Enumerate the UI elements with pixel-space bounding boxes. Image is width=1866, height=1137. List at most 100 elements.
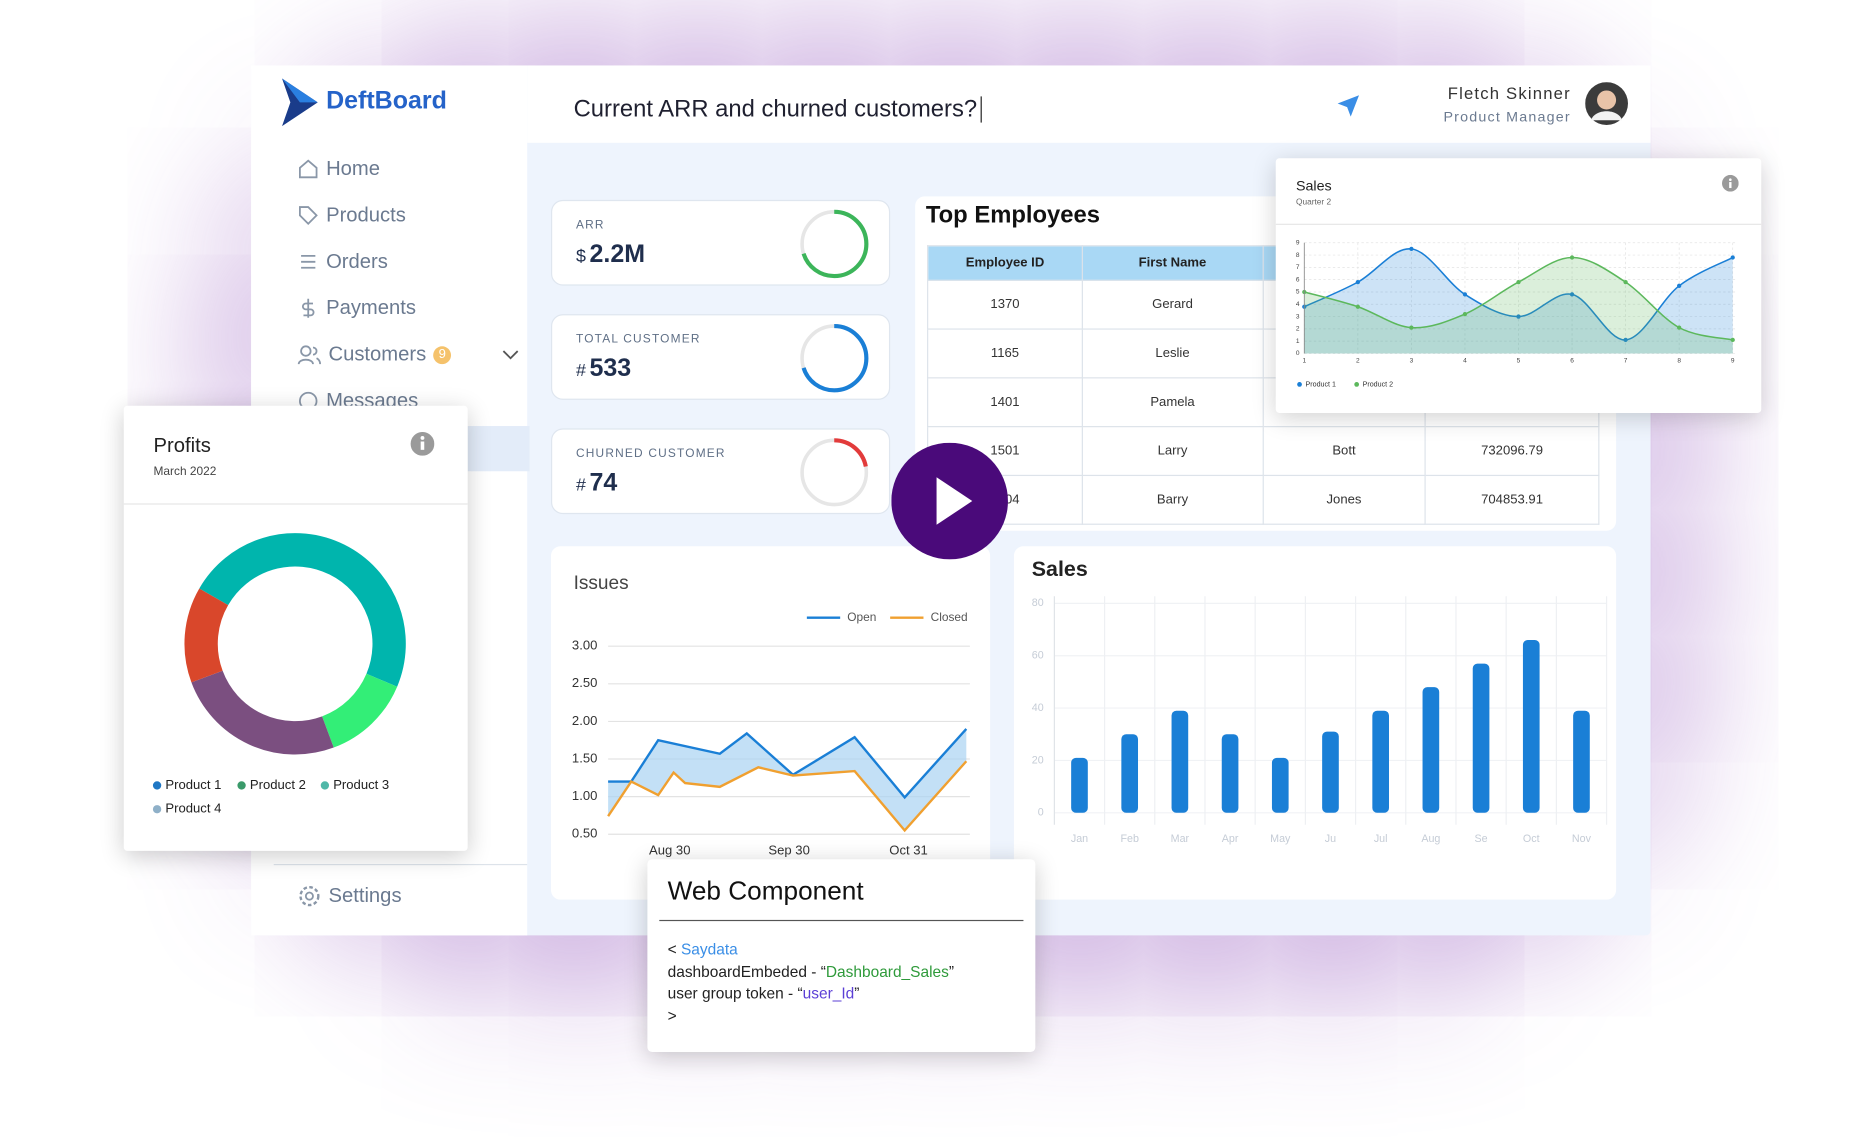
y-tick-label: 0.50 [572, 826, 597, 841]
point [1355, 279, 1360, 285]
bar [1522, 640, 1540, 813]
table-cell: 1370 [927, 279, 1083, 330]
legend-dot [152, 805, 162, 814]
chart-subtitle: Quarter 2 [1295, 198, 1332, 208]
brand: DeftBoard [326, 86, 447, 115]
kpi-value: #74 [576, 469, 617, 498]
query[interactable]: Current ARR and churned customers?​ [574, 96, 982, 123]
legend-dot [237, 781, 246, 790]
legend-label: Product 2 [250, 777, 306, 792]
table-cell: 1165 [927, 328, 1083, 379]
point [1623, 279, 1628, 285]
nav-label: Products [326, 203, 406, 227]
kpi-value: $2.2M [576, 240, 645, 269]
query-text: Current ARR and churned customers? [573, 96, 978, 123]
play-button[interactable] [891, 442, 1008, 560]
nav-item[interactable]: Customers 9 [297, 340, 452, 369]
profits-card: Profits March 2022 [123, 405, 468, 851]
code-line: > [668, 1005, 954, 1027]
bar [1372, 710, 1390, 813]
nav-item[interactable]: Orders [298, 248, 388, 277]
code: ” [948, 962, 955, 981]
table-row: 1501 Larry Bott 732096.79 [927, 426, 1600, 477]
point [1516, 279, 1521, 285]
y-tick-label: 3 [1296, 313, 1300, 320]
legend-label: Product 4 [165, 801, 221, 816]
x-tick-label: Apr [1222, 833, 1239, 845]
x-tick-label: Se [1475, 833, 1488, 845]
donut-segment [199, 533, 406, 687]
logo-icon [282, 78, 318, 127]
x-tick-label: Ju [1325, 833, 1336, 845]
y-tick-label: 4 [1296, 301, 1300, 308]
x-tick-label: Mar [1171, 833, 1190, 845]
kpi-card: ARR $2.2M [550, 199, 891, 286]
donut-segment [191, 670, 334, 755]
x-tick-label: 9 [1731, 357, 1735, 364]
x-tick-label: 4 [1463, 357, 1467, 364]
info-icon[interactable] [1722, 174, 1739, 192]
kpi-prefix: # [575, 474, 586, 496]
line [1303, 248, 1734, 341]
table-cell: Leslie [1081, 328, 1264, 379]
code: user group token - “ [667, 984, 803, 1003]
issues-card: Issues [550, 546, 991, 900]
x-tick-label: Jan [1071, 833, 1088, 845]
point [1569, 292, 1575, 297]
bar [1221, 734, 1239, 813]
nav-item[interactable]: Products [298, 201, 406, 230]
avatar[interactable] [1585, 82, 1628, 125]
divider [123, 503, 468, 505]
x-tick-label: May [1270, 833, 1291, 845]
nav-item[interactable]: Home [298, 155, 380, 184]
y-tick-label: 0 [1296, 350, 1300, 357]
nav-item[interactable]: Settings [298, 882, 402, 911]
x-tick-label: Sep 30 [768, 842, 809, 857]
chart-title: Issues [573, 573, 629, 594]
kpi-card: TOTAL CUSTOMER #533 [550, 314, 891, 400]
point [1677, 283, 1682, 288]
y-tick-label: 9 [1296, 240, 1300, 247]
y-tick-label: 1.50 [572, 750, 597, 765]
header-cell: Employee ID [927, 245, 1083, 281]
code: Saydata [680, 940, 738, 958]
nav-item[interactable]: Payments [298, 294, 416, 323]
donut-segment [321, 673, 398, 748]
x-tick-label: Oct 31 [889, 842, 928, 857]
y-tick-label: 5 [1296, 289, 1300, 296]
x-tick-label: 3 [1410, 357, 1414, 364]
point [1569, 255, 1575, 260]
user-role: Product Manager [1443, 108, 1571, 125]
kpi-prefix: # [575, 360, 586, 381]
y-tick-label: 40 [1032, 702, 1044, 714]
code: Dashboard_Sales [825, 962, 949, 981]
user-name: Fletch Skinner [1447, 83, 1571, 103]
code: > [667, 1006, 677, 1025]
point [1409, 246, 1414, 252]
x-tick-label: 7 [1624, 357, 1628, 364]
chart-subtitle: March 2022 [153, 465, 217, 479]
kpi-label: CHURNED CUSTOMER [575, 447, 726, 461]
topbar [527, 65, 1651, 143]
send-icon[interactable] [1335, 93, 1361, 119]
chevron[interactable] [502, 349, 519, 361]
y-tick-label: 7 [1296, 264, 1300, 271]
legend-dot [152, 781, 162, 790]
info-icon[interactable] [410, 431, 435, 456]
table-cell: Pamela [1081, 377, 1264, 428]
sales-chart: 0 20 40 60 80 Jan Feb Mar Apr May Ju Jul Aug Se Oct Nov [1032, 596, 1608, 845]
kpi-number: 533 [589, 354, 632, 383]
divider [659, 919, 1024, 922]
legend-label: Product 2 [1363, 380, 1394, 388]
legend-label: Product 3 [333, 777, 389, 792]
wc-title: Web Component [667, 875, 864, 906]
kpi-label: TOTAL CUSTOMER [575, 333, 701, 347]
legend-dot [320, 781, 330, 790]
code-line: < Saydata [668, 939, 954, 961]
point [1355, 304, 1360, 309]
x-tick-label: Aug 30 [649, 842, 690, 857]
x-tick-label: Feb [1120, 833, 1138, 845]
sales-card: Sales [1013, 546, 1617, 900]
